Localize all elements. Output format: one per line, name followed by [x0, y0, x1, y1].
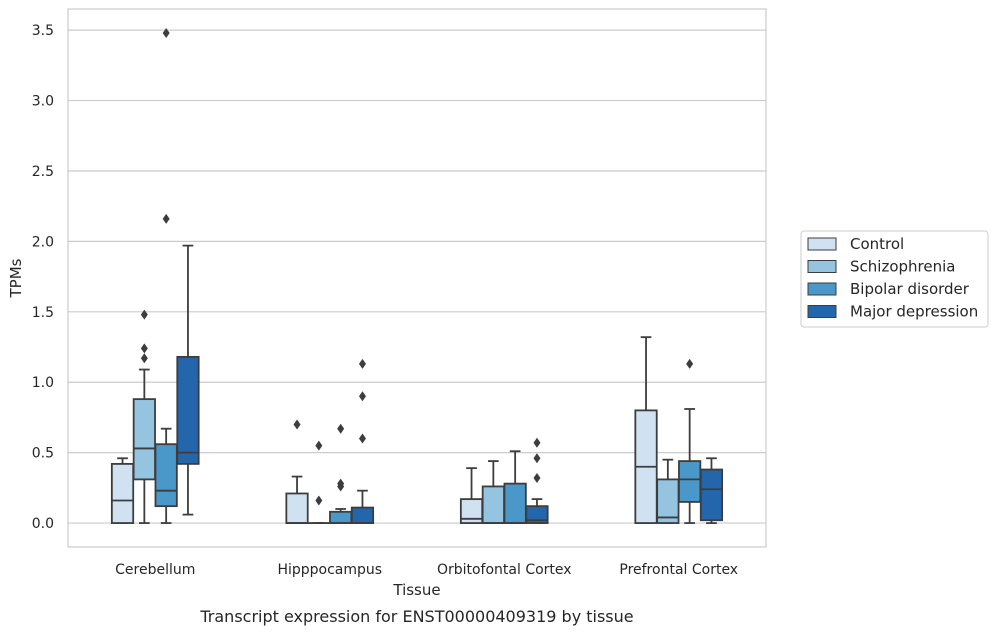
box-plot [132, 309, 156, 524]
box [678, 460, 702, 503]
legend-label: Bipolar disorder [850, 280, 970, 298]
legend-label: Major depression [850, 303, 978, 321]
outlier-point [162, 27, 170, 38]
outlier-point [533, 472, 541, 483]
box [110, 463, 135, 524]
box [525, 505, 549, 524]
y-tick-label: 2.0 [32, 234, 54, 250]
y-tick-label: 0.5 [32, 446, 54, 462]
outlier-point [533, 453, 541, 464]
box-plot [285, 419, 309, 524]
box [176, 355, 200, 465]
box [481, 485, 505, 524]
outlier-point [162, 213, 170, 224]
y-tick-label: 1.5 [32, 305, 54, 321]
box-plot [678, 358, 702, 524]
box-plot [154, 27, 178, 524]
box [503, 482, 527, 524]
figure-caption: Transcript expression for ENST0000040931… [199, 607, 633, 626]
box-plot [350, 358, 375, 524]
x-axis-ticks: Cerebellum Hipppocampus Orbitofontal Corte… [115, 562, 738, 578]
x-axis-label: Tissue [392, 581, 440, 599]
box-plot-series [110, 27, 724, 524]
box-plot [656, 458, 680, 524]
legend-frame [800, 230, 989, 328]
x-tick-label: Orbitofontal Cortex [437, 562, 572, 578]
box [329, 510, 353, 524]
box-plot [459, 467, 484, 524]
outlier-point [140, 353, 148, 364]
box-plot [110, 457, 135, 524]
x-tick-label: Prefrontal Cortex [619, 562, 738, 578]
outlier-point [533, 437, 541, 448]
box [132, 398, 156, 481]
y-axis-label: TPMs [7, 258, 25, 298]
outlier-point [140, 343, 148, 354]
outlier-point [358, 358, 366, 369]
outlier-point [293, 419, 301, 430]
box-plot [699, 457, 724, 524]
outlier-point [337, 478, 345, 489]
box [285, 492, 309, 524]
outlier-point [315, 440, 323, 451]
outlier-point [337, 423, 345, 434]
box-plot [176, 244, 200, 516]
box-plot [329, 423, 353, 524]
outlier-point [315, 495, 323, 506]
box-plot [634, 336, 658, 524]
legend: Control Schizophrenia Bipolar disorder Majo… [800, 230, 989, 328]
y-tick-label: 0.0 [32, 516, 54, 532]
box [154, 443, 178, 508]
legend-swatch [807, 260, 837, 273]
box [350, 506, 375, 524]
outlier-point [358, 391, 366, 402]
y-axis-ticks: 0.0 0.5 1.0 1.5 2.0 2.5 3.0 3.5 [32, 23, 54, 532]
outlier-point [140, 309, 148, 320]
box [656, 478, 680, 524]
legend-swatch [807, 305, 837, 318]
box-plot [525, 437, 549, 524]
y-tick-label: 2.5 [32, 164, 54, 180]
outlier-point [358, 433, 366, 444]
legend-label: Control [850, 235, 904, 253]
outlier-point [686, 358, 694, 369]
legend-label: Schizophrenia [850, 258, 955, 276]
box [699, 468, 724, 522]
plot-frame [67, 8, 767, 548]
x-tick-label: Hipppocampus [277, 562, 382, 578]
legend-swatch [807, 237, 837, 251]
x-tick-label: Cerebellum [115, 562, 195, 578]
box-plot [481, 460, 505, 524]
box-plot [308, 440, 330, 524]
box-plot [503, 450, 527, 524]
y-tick-label: 1.0 [32, 375, 54, 391]
y-tick-label: 3.5 [32, 23, 54, 39]
legend-swatch [807, 282, 837, 296]
y-tick-label: 3.0 [32, 94, 54, 110]
